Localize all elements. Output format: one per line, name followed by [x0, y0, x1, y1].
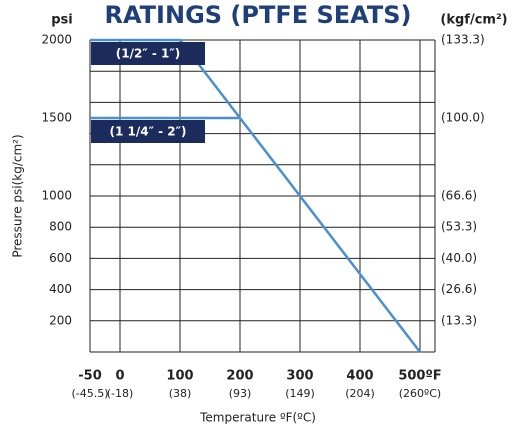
y-unit: psi	[51, 13, 73, 28]
series-label: (1/2″ - 1″)	[116, 47, 180, 61]
x-tick-sublabel: (-18)	[107, 387, 134, 400]
y-tick-label: 1500	[41, 111, 72, 125]
x-tick-sublabel: (149)	[285, 387, 315, 400]
x-tick-sublabel: (204)	[345, 387, 375, 400]
x-tick-label: 500ºF	[398, 369, 441, 384]
series-label: (1 1/4″ - 2″)	[110, 125, 187, 139]
x-tick-sublabel: (93)	[229, 387, 252, 400]
y-tick-label: 600	[49, 251, 72, 265]
data-line	[90, 38, 421, 353]
y2-tick-label: (13.3)	[441, 313, 477, 327]
x-tick-sublabel: (260ºC)	[399, 387, 441, 400]
y2-tick-label: (53.3)	[441, 220, 477, 234]
y2-tick-label: (66.6)	[441, 189, 477, 203]
y-tick-label: 200	[49, 313, 72, 327]
x-tick-label: 0	[115, 369, 124, 384]
y-axis-title: Pressure psi(kg/cm²)	[11, 134, 25, 257]
x-tick-label: 200	[226, 369, 253, 384]
y2-unit: (kgf/cm²)	[440, 13, 507, 28]
y2-tick-label: (100.0)	[441, 110, 485, 124]
chart-title: RATINGS (PTFE SEATS)	[104, 1, 411, 29]
x-tick-label: -50	[78, 369, 102, 384]
y-tick-label: 2000	[41, 33, 72, 47]
y-tick-label: 400	[49, 282, 72, 296]
x-tick-label: 400	[346, 369, 373, 384]
y-tick-label: 800	[49, 220, 72, 234]
y2-tick-label: (133.3)	[441, 33, 485, 47]
x-tick-label: 100	[166, 369, 193, 384]
x-tick-sublabel: (38)	[169, 387, 192, 400]
y2-tick-label: (40.0)	[441, 251, 477, 265]
series-label-box	[91, 120, 205, 143]
x-tick-sublabel: (-45.5)	[71, 387, 108, 400]
y-tick-label: 1000	[41, 189, 72, 203]
x-tick-label: 300	[286, 369, 313, 384]
y2-tick-label: (26.6)	[441, 282, 477, 296]
x-axis-title: Temperature ºF(ºC)	[199, 411, 316, 425]
series-label-box	[91, 42, 205, 65]
